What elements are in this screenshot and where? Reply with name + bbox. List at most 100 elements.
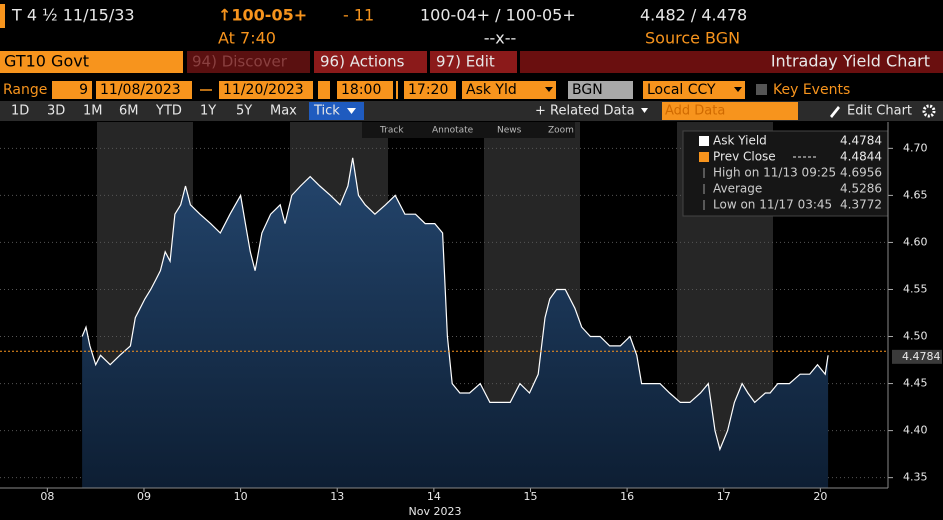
legend-value: 4.4784 [840,134,882,148]
end: 11/20/2023 [223,82,304,98]
legend-swatch [699,152,709,162]
gear-icon[interactable] [922,104,936,118]
legend-label: Average [713,182,762,196]
chart-tool[interactable]: News [497,126,522,136]
actions: 96) Actions [320,53,405,71]
security: GT10 Govt [4,52,89,71]
legend-label: Prev Close [713,150,776,164]
dropdown-arrow [347,108,356,114]
legend-label: Ask Yield [713,134,767,148]
period-button[interactable]: 1Y [200,104,216,119]
pencil-icon [830,106,840,118]
period-button[interactable]: 3D [47,104,65,119]
period-button[interactable]: 1D [11,104,29,119]
edit-button[interactable] [430,51,517,73]
period-button[interactable]: 5Y [236,104,252,119]
range-label: Range [3,82,47,98]
y-tick-label: 4.55 [903,282,928,295]
count-box[interactable] [52,81,92,99]
edit: 97) Edit [436,53,495,71]
legend-swatch [699,136,709,146]
legend-value: 4.6956 [840,166,882,180]
security-box[interactable] [0,51,183,73]
calendar[interactable] [318,81,330,99]
discover-button[interactable] [187,51,310,73]
x-tick-label: 20 [813,490,827,503]
currency-box[interactable] [643,81,745,99]
discover: 94) Discover [192,53,288,71]
x-tick-label: 16 [620,490,634,503]
yields: 4.482 / 4.478 [640,6,747,25]
x-tick-label: 15 [523,490,537,503]
end-box[interactable] [219,81,313,99]
x-axis-label: Nov 2023 [409,505,462,518]
legend-label: High on 11/13 09:25 [713,166,836,180]
actions-button[interactable] [314,51,427,73]
time: At 7:40 [218,29,276,48]
sep [396,81,398,99]
last-value: 4.4784 [902,350,941,363]
legend-value: 4.4844 [840,150,882,164]
period-button[interactable]: 6M [119,104,139,119]
x-tick-label: 14 [427,490,441,503]
last-value-box [892,349,942,364]
source-box[interactable] [568,81,633,99]
tick: Tick [313,104,340,119]
x-tick-label: 10 [234,490,248,503]
start-box[interactable] [96,81,192,99]
to-time: 17:20 [408,82,448,98]
chart-tool[interactable]: Annotate [432,126,474,136]
page-title: Intraday Yield Chart [771,52,930,71]
legend-value: 4.3772 [840,198,882,212]
range-source: BGN [572,82,603,98]
x-tick-label: 17 [717,490,731,503]
add-data: Add Data [665,104,725,119]
chart-tool[interactable]: Zoom [548,126,574,136]
to-box[interactable] [404,81,456,99]
dropdown-arrow [545,87,553,92]
field: Ask Yld [466,82,517,98]
add-data-box[interactable] [662,102,798,120]
mid: --x-- [484,29,517,48]
related-data[interactable]: + Related Data [535,104,635,119]
area [82,157,829,489]
y-tick-label: 4.50 [903,330,928,343]
tools-bar [362,122,575,138]
period-button[interactable]: Max [270,104,297,119]
legend-value: 4.5286 [840,182,882,196]
x-tick-label: 09 [137,490,151,503]
y-tick-label: 4.40 [903,424,928,437]
chart-tool[interactable]: Track [379,126,404,136]
from-box[interactable] [337,81,393,99]
key-events: Key Events [773,82,850,98]
period-bar [0,101,943,121]
y-tick-label: 4.45 [903,377,928,390]
period-button[interactable]: YTD [155,104,182,119]
ticker: T 4 ½ 11/15/33 [11,6,135,25]
source: Source BGN [645,29,740,48]
legend [682,130,889,217]
edit-chart[interactable]: Edit Chart [847,104,912,119]
checkbox[interactable] [756,84,767,95]
y-tick-label: 4.70 [903,141,928,154]
tick-button[interactable] [309,102,364,120]
from-time: 18:00 [341,82,381,98]
dropdown-arrow [734,87,742,92]
y-tick-label: 4.60 [903,235,928,248]
bid-ask: 100-04+ / 100-05+ [420,6,576,25]
count: 9 [79,82,88,98]
period-button[interactable]: 1M [83,104,103,119]
field-box[interactable] [462,81,556,99]
title-bar [520,51,943,73]
x-tick-label: 08 [40,490,54,503]
currency: Local CCY [647,82,716,98]
start: 11/08/2023 [100,82,181,98]
marker [0,4,5,28]
line [81,157,829,452]
price: ↑100-05+ [218,6,307,25]
change: - 11 [343,6,374,25]
y-tick-label: 4.35 [903,471,928,484]
dropdown-arrow [641,108,648,113]
legend-label: Low on 11/17 03:45 [713,198,832,212]
